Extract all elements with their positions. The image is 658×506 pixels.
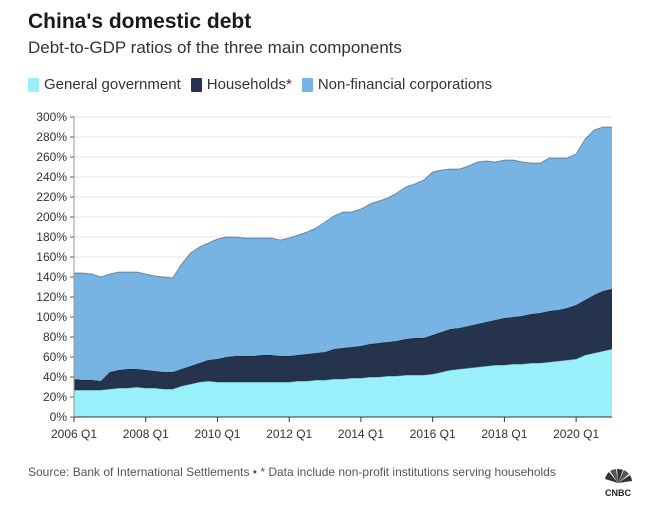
- legend-swatch-corporations: [301, 77, 313, 92]
- legend-label-government: General government: [44, 76, 181, 93]
- legend-label-corporations: Non-financial corporations: [317, 76, 493, 93]
- stacked-area-chart: 0% 20% 40% 60% 80% 100% 120% 140% 160% 180% 200% 22…: [36, 110, 613, 441]
- legend: General government Households* Non-finan…: [28, 76, 502, 93]
- x-tick-label: 2010 Q1: [194, 427, 240, 441]
- y-tick-label: 200%: [36, 210, 67, 224]
- y-tick-label: 120%: [36, 290, 67, 304]
- x-tick-label: 2012 Q1: [266, 427, 312, 441]
- legend-swatch-government: [28, 77, 39, 92]
- y-tick-label: 40%: [43, 370, 67, 384]
- y-tick-label: 180%: [36, 230, 67, 244]
- y-tick-label: 60%: [43, 350, 67, 364]
- y-tick-label: 260%: [36, 150, 67, 164]
- x-tick-label: 2014 Q1: [338, 427, 384, 441]
- legend-item-government: General government: [28, 76, 181, 93]
- y-tick-label: 20%: [43, 390, 67, 404]
- y-tick-label: 220%: [36, 190, 67, 204]
- legend-item-households: Households*: [190, 76, 292, 93]
- y-tick-label: 80%: [43, 330, 67, 344]
- y-tick-label: 160%: [36, 250, 67, 264]
- area-households: [74, 289, 612, 390]
- legend-item-corporations: Non-financial corporations: [301, 76, 493, 93]
- cnbc-logo-text: CNBC: [605, 488, 631, 498]
- area-corporations: [74, 127, 612, 381]
- area-government: [74, 349, 612, 417]
- y-tick-label: 0%: [50, 410, 68, 424]
- legend-label-households: Households*: [206, 76, 292, 93]
- chart-title: China's domestic debt: [28, 10, 252, 33]
- y-tick-label: 280%: [36, 130, 67, 144]
- line-corporations: [74, 126, 612, 279]
- x-tick-label: 2008 Q1: [123, 427, 169, 441]
- y-tick-label: 100%: [36, 310, 67, 324]
- cnbc-logo: CNBC: [605, 468, 632, 498]
- legend-swatch-households: [190, 77, 202, 92]
- source-note: Source: Bank of International Settlement…: [28, 465, 556, 479]
- x-tick-label: 2016 Q1: [410, 427, 456, 441]
- x-tick-label: 2006 Q1: [51, 427, 97, 441]
- chart-subtitle: Debt-to-GDP ratios of the three main com…: [28, 38, 402, 57]
- x-tick-label: 2020 Q1: [553, 427, 599, 441]
- y-tick-label: 240%: [36, 170, 67, 184]
- y-tick-label: 140%: [36, 270, 67, 284]
- x-tick-label: 2018 Q1: [481, 427, 527, 441]
- y-tick-label: 300%: [36, 110, 67, 124]
